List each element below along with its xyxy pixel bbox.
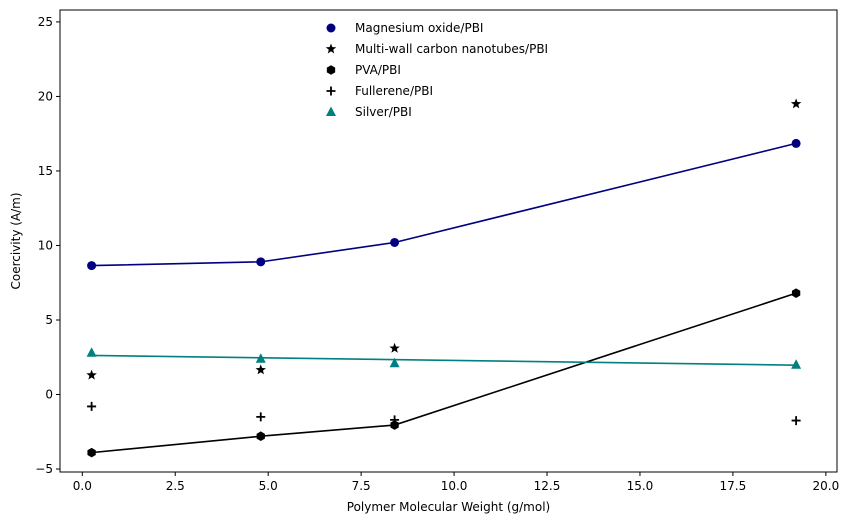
multi-wall-carbon-nanotubes-pbi-point	[255, 364, 266, 375]
silver-pbi-point	[86, 347, 97, 357]
x-tick-label: 12.5	[534, 479, 561, 493]
y-axis-ticks: −5 0 5 10 15 20 25	[35, 15, 60, 476]
y-tick-label: −5	[35, 462, 53, 476]
magnesium-oxide-pbi-series-line	[91, 142, 797, 267]
y-axis-label: Coercivity (A/m)	[9, 192, 23, 289]
plot-frame	[59, 9, 838, 473]
data-markers	[86, 98, 802, 458]
legend-marker	[326, 23, 336, 33]
y-tick-label: 20	[38, 89, 53, 103]
x-tick-label: 2.5	[166, 479, 185, 493]
multi-wall-carbon-nanotubes-pbi-point	[86, 369, 97, 380]
silver-pbi-point	[389, 357, 400, 368]
legend-label: Silver/PBI	[355, 105, 412, 119]
legend-marker	[326, 65, 336, 75]
y-tick-label: 5	[45, 313, 53, 327]
pva-pbi-point	[791, 288, 801, 298]
y-tick-label: 10	[38, 238, 53, 252]
pva-pbi-series-line	[91, 292, 797, 454]
multi-wall-carbon-nanotubes-pbi-point	[389, 342, 400, 353]
fullerene-pbi-point	[791, 416, 801, 426]
pva-pbi-point	[87, 447, 96, 458]
magnesium-oxide-pbi-point	[791, 138, 801, 148]
legend: Magnesium oxide/PBI Multi-wall carbon nan…	[325, 21, 548, 119]
magnesium-oxide-pbi-point	[390, 237, 400, 247]
legend-marker	[326, 106, 336, 116]
fullerene-pbi-point	[87, 401, 97, 411]
pva-pbi-point	[390, 420, 399, 430]
y-tick-label: 0	[45, 388, 53, 402]
legend-marker	[325, 43, 337, 54]
legend-label: Fullerene/PBI	[355, 84, 433, 98]
silver-pbi-point	[255, 353, 266, 363]
silver-pbi-point	[791, 359, 802, 369]
pva-pbi-point	[256, 431, 265, 442]
y-tick-label: 15	[38, 164, 53, 178]
x-tick-label: 20.0	[812, 479, 839, 493]
fullerene-pbi-point	[390, 415, 400, 425]
x-tick-label: 0.0	[73, 479, 92, 493]
multi-wall-carbon-nanotubes-pbi-point	[790, 98, 802, 109]
legend-label: Multi-wall carbon nanotubes/PBI	[355, 42, 548, 56]
fullerene-pbi-point	[256, 412, 266, 422]
magnesium-oxide-pbi-point	[256, 257, 266, 267]
x-tick-label: 5.0	[259, 479, 278, 493]
legend-label: PVA/PBI	[355, 63, 401, 77]
x-tick-label: 7.5	[352, 479, 371, 493]
legend-label: Magnesium oxide/PBI	[355, 21, 483, 35]
x-axis-ticks: 0.0 2.5 5.0 7.5 10.0 12.5 15.0 17.5 20.0	[73, 472, 839, 493]
x-tick-label: 17.5	[720, 479, 747, 493]
legend-marker	[326, 86, 336, 96]
y-tick-label: 25	[38, 15, 53, 29]
x-tick-label: 10.0	[441, 479, 468, 493]
x-axis-label: Polymer Molecular Weight (g/mol)	[347, 500, 550, 514]
silver-pbi-series-line	[91, 354, 797, 366]
x-tick-label: 15.0	[627, 479, 654, 493]
fit-lines	[91, 142, 797, 454]
magnesium-oxide-pbi-point	[87, 261, 97, 271]
